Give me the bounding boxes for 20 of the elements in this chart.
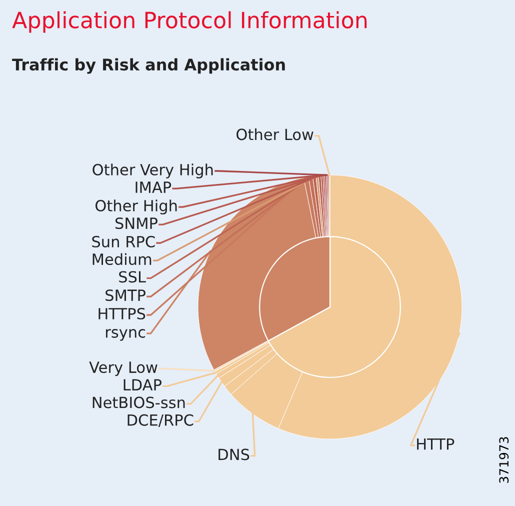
slice-label: HTTP	[417, 438, 454, 450]
slice-label: IMAP	[136, 182, 172, 193]
slice-label: SMTP	[106, 289, 146, 302]
slice-label: HTTPS	[98, 308, 146, 320]
slice-label: Medium	[92, 253, 152, 266]
slice-label: Sun RPC	[92, 236, 155, 248]
slice-label: DCE/RPC	[128, 414, 194, 428]
chart-subtitle: Traffic by Risk and Application	[12, 58, 285, 74]
slice-label: LDAP	[124, 379, 162, 390]
slice-label: Other Low	[236, 128, 314, 140]
slice-label: SSL	[119, 271, 146, 283]
slice-label: NetBIOS-ssn	[92, 396, 185, 408]
slice-label: Other Very High	[92, 164, 213, 178]
slice-label: Very Low	[89, 362, 158, 376]
slice-label: DNS	[218, 448, 250, 460]
chart-title: Application Protocol Information	[12, 11, 367, 33]
text: 371973	[499, 437, 509, 483]
slice-label: SNMP	[115, 217, 158, 230]
slice-label: rsync	[106, 329, 146, 341]
slice-label: Other High	[96, 200, 177, 214]
